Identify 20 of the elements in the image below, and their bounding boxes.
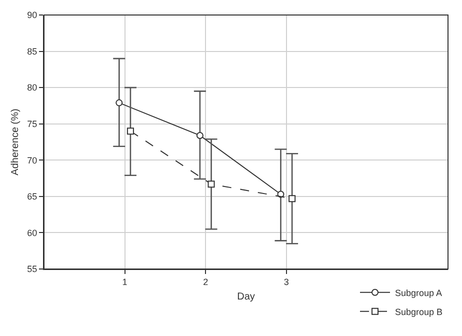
point xyxy=(126,128,134,135)
point xyxy=(116,99,123,106)
y-tick-label: 75 xyxy=(27,119,38,130)
legend-label: Subgroup A xyxy=(395,288,442,298)
y-tick-label: 85 xyxy=(27,46,38,56)
y-tick-label: 90 xyxy=(27,10,38,20)
x-tick-label: 1 xyxy=(122,276,128,287)
y-tick-label: 55 xyxy=(27,264,38,274)
x-axis-title: Day xyxy=(237,291,255,302)
point xyxy=(196,132,204,139)
y-tick-label: 65 xyxy=(27,192,38,202)
y-tick-label: 70 xyxy=(27,155,38,166)
y-axis-title: Adherence (%) xyxy=(10,108,22,176)
y-tick-label: 80 xyxy=(27,82,38,93)
y-tick-label: 60 xyxy=(27,228,38,238)
point xyxy=(208,180,215,188)
legend-label: Subgroup B xyxy=(395,306,443,317)
point xyxy=(288,195,296,202)
x-tick-label: 2 xyxy=(203,276,208,287)
x-tick-label: 3 xyxy=(284,276,289,287)
